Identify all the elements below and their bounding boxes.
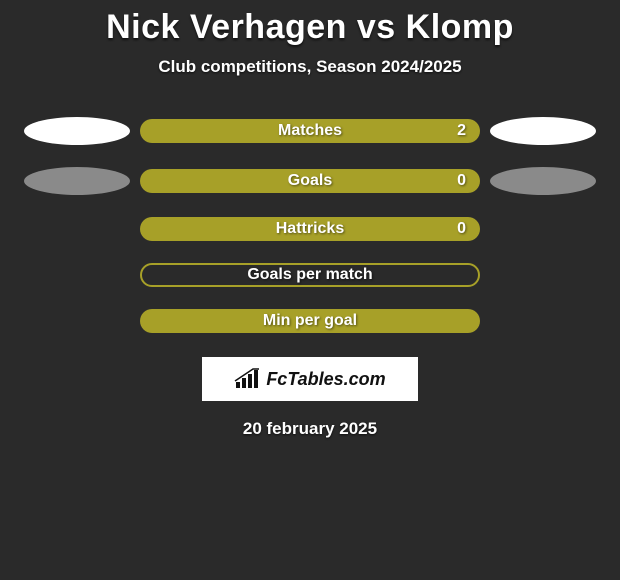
stat-value: 0 xyxy=(457,172,466,190)
stat-label: Goals per match xyxy=(247,266,372,284)
stat-bar: Matches 2 xyxy=(140,119,480,143)
stat-row-hattricks: Hattricks 0 xyxy=(0,217,620,241)
stat-bar: Goals per match xyxy=(140,263,480,287)
stat-value: 2 xyxy=(457,122,466,140)
brand-badge: FcTables.com xyxy=(202,357,418,401)
brand-text: FcTables.com xyxy=(266,369,385,390)
stat-bar: Hattricks 0 xyxy=(140,217,480,241)
right-marker xyxy=(490,167,596,195)
stat-row-goals: Goals 0 xyxy=(0,167,620,195)
stat-value: 0 xyxy=(457,220,466,238)
left-marker xyxy=(24,117,130,145)
subtitle: Club competitions, Season 2024/2025 xyxy=(0,57,620,77)
stat-row-matches: Matches 2 xyxy=(0,117,620,145)
left-marker xyxy=(24,167,130,195)
stat-label: Hattricks xyxy=(276,220,344,238)
comparison-card: Nick Verhagen vs Klomp Club competitions… xyxy=(0,0,620,439)
stat-label: Goals xyxy=(288,172,332,190)
stat-label: Min per goal xyxy=(263,312,357,330)
stat-rows: Matches 2 Goals 0 Hattricks 0 Goals xyxy=(0,117,620,333)
stat-bar: Min per goal xyxy=(140,309,480,333)
stat-row-goals-per-match: Goals per match xyxy=(0,263,620,287)
right-marker xyxy=(490,117,596,145)
stat-label: Matches xyxy=(278,122,342,140)
stat-bar: Goals 0 xyxy=(140,169,480,193)
page-title: Nick Verhagen vs Klomp xyxy=(0,8,620,47)
date-label: 20 february 2025 xyxy=(0,419,620,439)
bar-chart-icon xyxy=(234,368,260,390)
stat-row-min-per-goal: Min per goal xyxy=(0,309,620,333)
